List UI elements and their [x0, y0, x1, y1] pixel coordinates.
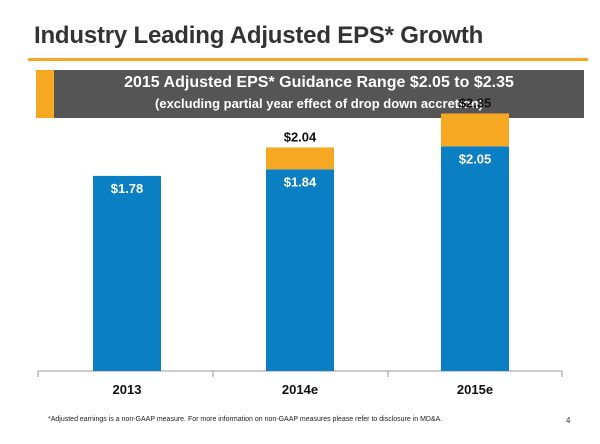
bar-label-base-2013: $1.78	[111, 181, 144, 196]
x-tick-label-2014e: 2014e	[282, 382, 318, 397]
bar-base-2013	[93, 175, 161, 371]
bar-label-total-2014e: $2.04	[284, 129, 317, 144]
page-number: 4	[566, 416, 571, 425]
bar-label-base-2015e: $2.05	[459, 151, 492, 166]
bar-base-2015e	[441, 146, 509, 371]
bar-upside-2014e	[266, 147, 334, 170]
x-tick-label-2013: 2013	[113, 382, 142, 397]
banner-subline: (excluding partial year effect of drop d…	[155, 96, 483, 111]
bar-label-total-2015e: $2.35	[459, 95, 492, 110]
bar-base-2014e	[266, 169, 334, 371]
x-tick-label-2015e: 2015e	[457, 382, 493, 397]
guidance-banner	[36, 70, 584, 118]
title-rule	[28, 58, 588, 61]
bar-label-base-2014e: $1.84	[284, 174, 317, 189]
banner-headline: 2015 Adjusted EPS* Guidance Range $2.05 …	[124, 74, 514, 91]
slide-title: Industry Leading Adjusted EPS* Growth	[34, 22, 484, 49]
bar-upside-2015e	[441, 113, 509, 147]
footnote: *Adjusted earnings is a non-GAAP measure…	[48, 416, 443, 423]
banner-accent	[36, 70, 54, 118]
